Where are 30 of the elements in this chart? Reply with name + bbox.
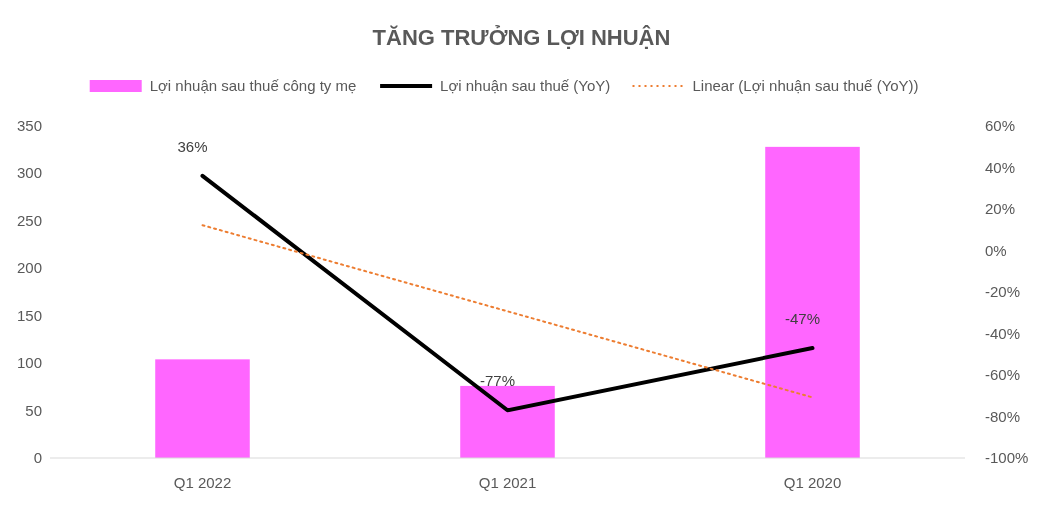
- y2-tick-label: 20%: [985, 200, 1016, 217]
- y2-tick-label: 60%: [985, 117, 1016, 134]
- y-tick-label: 0: [33, 449, 42, 466]
- y2-tick-label: -20%: [985, 283, 1021, 300]
- data-label: -77%: [479, 372, 516, 390]
- bar: [155, 359, 250, 458]
- y-tick-label: 100: [16, 354, 42, 372]
- data-label: 36%: [177, 137, 208, 155]
- data-label: -47%: [784, 310, 821, 328]
- y-tick-label: 300: [16, 164, 42, 182]
- x-tick-label: Q1 2021: [478, 474, 537, 491]
- legend-label: Lợi nhuận sau thuế công ty mẹ: [149, 77, 357, 94]
- x-tick-label: Q1 2020: [783, 474, 842, 491]
- y2-tick-label: -100%: [985, 449, 1029, 466]
- y-tick-label: 250: [16, 211, 42, 229]
- y2-tick-label: -40%: [985, 324, 1021, 342]
- legend-label: Linear (Lợi nhuận sau thuế (YoY)): [692, 77, 919, 94]
- y2-tick-label: 0%: [985, 241, 1007, 259]
- y-tick-label: 50: [25, 401, 42, 419]
- legend-label: Lợi nhuận sau thuế (YoY): [440, 77, 611, 94]
- y-tick-label: 350: [16, 117, 42, 134]
- chart-title: TĂNG TRƯỞNG LỢI NHUẬN: [372, 25, 671, 50]
- x-tick-label: Q1 2022: [173, 474, 232, 491]
- y2-tick-label: 40%: [985, 158, 1016, 176]
- y2-tick-label: -80%: [985, 407, 1021, 425]
- y-tick-label: 150: [16, 306, 42, 324]
- bar: [460, 385, 555, 458]
- bar: [765, 146, 860, 458]
- y-tick-label: 200: [16, 259, 42, 277]
- y2-tick-label: -60%: [985, 366, 1021, 383]
